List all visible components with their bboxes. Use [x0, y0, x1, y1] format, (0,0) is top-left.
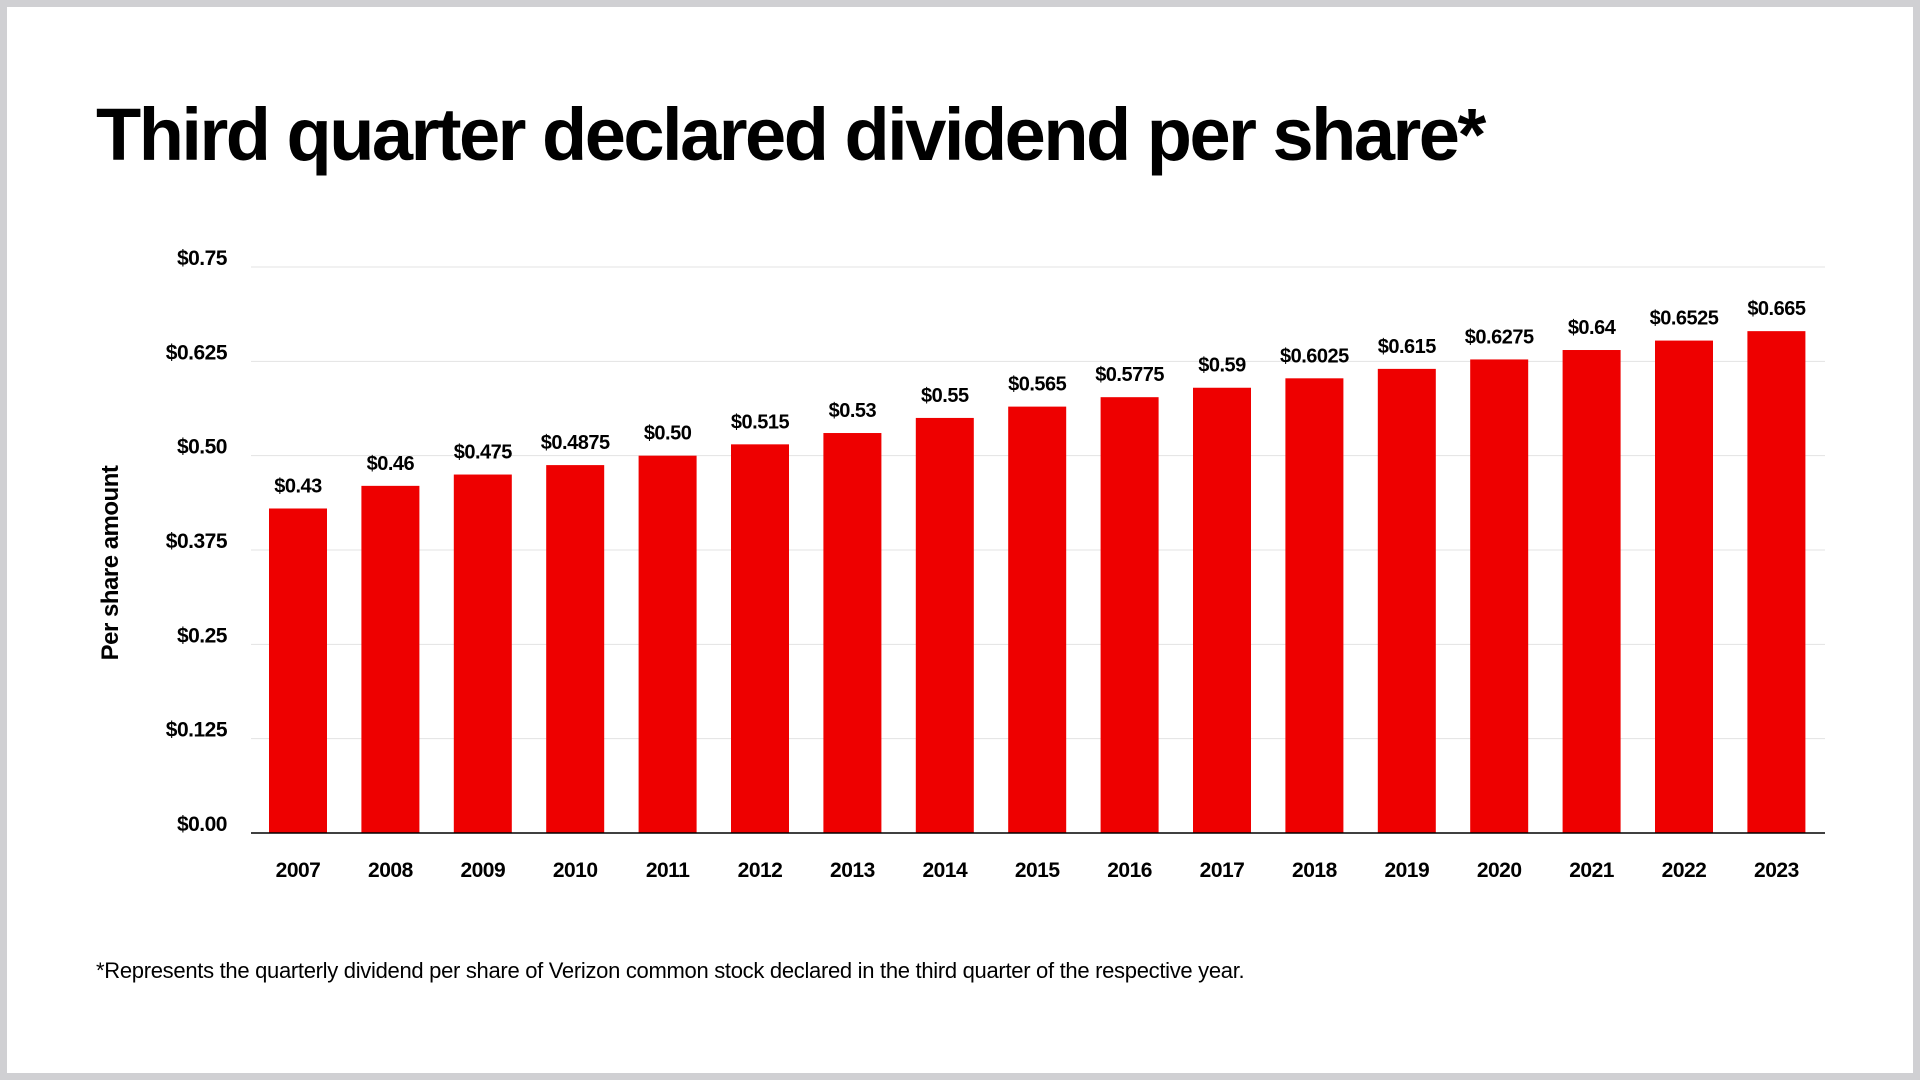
bar [1377, 368, 1436, 833]
x-tick-label: 2011 [646, 859, 690, 882]
x-tick-label: 2014 [922, 859, 968, 882]
bar [1562, 350, 1621, 833]
bar [1470, 359, 1529, 833]
bar [638, 455, 697, 833]
x-tick-label: 2018 [1292, 859, 1338, 882]
y-tick-label: $0.375 [166, 530, 228, 553]
bar [1285, 378, 1344, 833]
data-label: $0.6525 [1650, 308, 1719, 330]
data-label: $0.43 [274, 475, 322, 497]
y-tick-label: $0.25 [177, 624, 228, 647]
x-tick-label: 2008 [368, 859, 414, 882]
x-tick-label: 2022 [1662, 859, 1707, 882]
x-tick-label: 2017 [1200, 859, 1245, 882]
x-tick-label: 2009 [460, 859, 505, 882]
data-label: $0.615 [1378, 336, 1437, 358]
data-label: $0.64 [1568, 317, 1617, 339]
x-tick-label: 2007 [276, 859, 321, 882]
data-label: $0.4875 [541, 432, 610, 454]
x-tick-label: 2012 [738, 859, 783, 882]
x-tick-label: 2013 [830, 859, 875, 882]
footnote: *Represents the quarterly dividend per s… [96, 958, 1245, 983]
data-label: $0.50 [644, 423, 692, 445]
bar [915, 417, 974, 833]
data-label: $0.565 [1008, 374, 1067, 396]
data-label: $0.5775 [1095, 364, 1164, 386]
data-label: $0.475 [454, 442, 513, 464]
x-tick-label: 2016 [1107, 859, 1152, 882]
x-tick-label: 2010 [553, 859, 598, 882]
y-tick-label: $0.125 [166, 719, 228, 742]
bar [1655, 340, 1713, 833]
data-label: $0.515 [731, 411, 790, 433]
bar [361, 485, 420, 833]
x-tick-label: 2019 [1384, 859, 1429, 882]
data-label: $0.55 [921, 385, 969, 407]
bar [546, 465, 605, 833]
data-label: $0.46 [367, 453, 415, 475]
bar [269, 508, 327, 833]
chart-title: Third quarter declared dividend per shar… [96, 93, 1486, 176]
bar [1193, 387, 1251, 833]
y-tick-label: $0.50 [177, 436, 227, 459]
data-label: $0.53 [829, 400, 877, 422]
bar [1100, 397, 1159, 833]
x-tick-label: 2021 [1569, 859, 1615, 882]
x-tick-label: 2023 [1754, 859, 1799, 882]
bar [823, 433, 882, 833]
x-tick-label: 2020 [1477, 859, 1522, 882]
bar [1747, 331, 1806, 833]
y-tick-label: $0.00 [177, 813, 227, 836]
x-tick-label: 2015 [1015, 859, 1061, 882]
data-label: $0.6025 [1280, 345, 1349, 367]
bar [1008, 406, 1067, 833]
data-label: $0.59 [1198, 355, 1246, 377]
data-label: $0.6275 [1465, 326, 1534, 348]
y-tick-label: $0.75 [177, 247, 228, 270]
bar [453, 474, 512, 833]
y-tick-label: $0.625 [166, 341, 228, 364]
bar [731, 444, 789, 833]
data-label: $0.665 [1747, 298, 1806, 320]
